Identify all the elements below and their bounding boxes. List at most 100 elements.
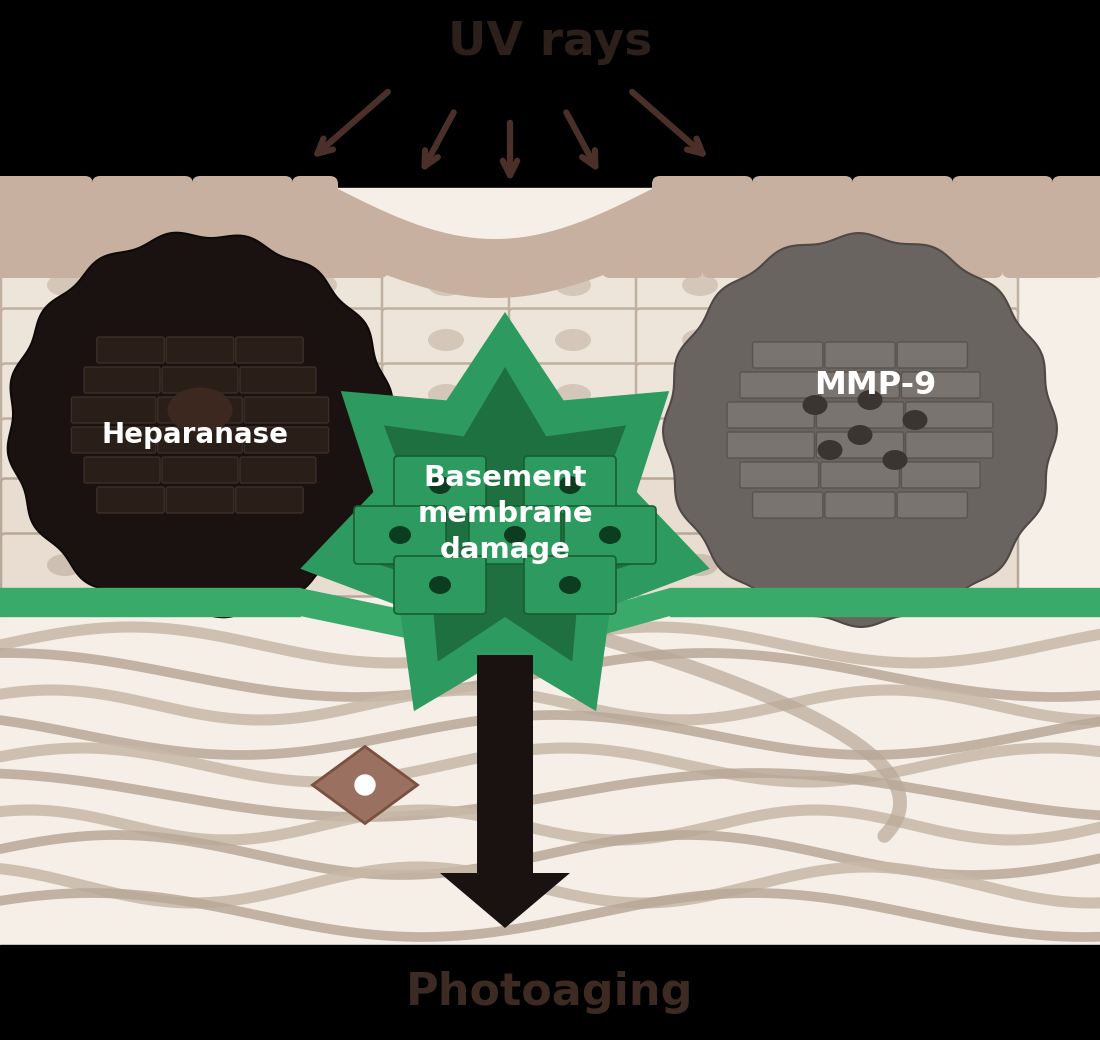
FancyBboxPatch shape	[162, 367, 238, 393]
FancyBboxPatch shape	[97, 337, 164, 363]
Polygon shape	[663, 233, 1057, 627]
Ellipse shape	[559, 576, 581, 594]
FancyBboxPatch shape	[382, 364, 510, 426]
FancyBboxPatch shape	[0, 176, 94, 220]
FancyBboxPatch shape	[802, 234, 903, 278]
Ellipse shape	[556, 329, 591, 352]
Bar	[0, 188, 1100, 948]
FancyBboxPatch shape	[509, 418, 637, 482]
Bar	[0, 588, 300, 616]
FancyBboxPatch shape	[255, 478, 383, 542]
FancyBboxPatch shape	[1, 254, 129, 316]
FancyBboxPatch shape	[84, 457, 160, 483]
FancyBboxPatch shape	[602, 234, 703, 278]
Ellipse shape	[301, 329, 337, 352]
Polygon shape	[300, 588, 420, 641]
FancyBboxPatch shape	[901, 462, 980, 488]
Ellipse shape	[47, 274, 82, 296]
FancyBboxPatch shape	[752, 176, 852, 220]
FancyBboxPatch shape	[636, 478, 764, 542]
FancyBboxPatch shape	[292, 234, 388, 278]
FancyBboxPatch shape	[382, 478, 510, 542]
Ellipse shape	[808, 384, 845, 406]
FancyBboxPatch shape	[636, 418, 764, 482]
Ellipse shape	[428, 384, 464, 406]
Ellipse shape	[174, 499, 210, 521]
FancyBboxPatch shape	[255, 364, 383, 426]
FancyBboxPatch shape	[763, 534, 891, 597]
FancyBboxPatch shape	[1002, 234, 1100, 278]
FancyBboxPatch shape	[905, 402, 993, 428]
FancyBboxPatch shape	[128, 254, 256, 316]
FancyBboxPatch shape	[382, 309, 510, 371]
FancyBboxPatch shape	[852, 176, 953, 220]
Ellipse shape	[47, 384, 82, 406]
Text: MMP-9: MMP-9	[814, 369, 936, 400]
Ellipse shape	[936, 439, 972, 461]
FancyBboxPatch shape	[922, 205, 1023, 249]
Ellipse shape	[847, 425, 872, 445]
FancyBboxPatch shape	[816, 432, 903, 458]
Ellipse shape	[882, 450, 908, 470]
Polygon shape	[440, 655, 570, 928]
FancyBboxPatch shape	[166, 337, 233, 363]
FancyBboxPatch shape	[128, 478, 256, 542]
FancyBboxPatch shape	[752, 342, 823, 368]
FancyBboxPatch shape	[722, 205, 823, 249]
FancyBboxPatch shape	[244, 427, 329, 453]
FancyBboxPatch shape	[244, 397, 329, 423]
FancyBboxPatch shape	[235, 337, 304, 363]
Ellipse shape	[47, 329, 82, 352]
FancyBboxPatch shape	[84, 367, 160, 393]
FancyBboxPatch shape	[509, 254, 637, 316]
FancyBboxPatch shape	[1052, 176, 1100, 220]
FancyBboxPatch shape	[128, 309, 256, 371]
FancyBboxPatch shape	[255, 254, 383, 316]
FancyBboxPatch shape	[1, 478, 129, 542]
Ellipse shape	[858, 390, 882, 410]
FancyBboxPatch shape	[898, 492, 967, 518]
Ellipse shape	[174, 329, 210, 352]
Polygon shape	[354, 367, 656, 661]
Ellipse shape	[556, 274, 591, 296]
FancyBboxPatch shape	[825, 492, 895, 518]
FancyBboxPatch shape	[727, 402, 814, 428]
Ellipse shape	[817, 440, 843, 460]
FancyBboxPatch shape	[255, 309, 383, 371]
FancyBboxPatch shape	[763, 254, 891, 316]
Ellipse shape	[682, 439, 718, 461]
FancyBboxPatch shape	[1022, 205, 1100, 249]
Ellipse shape	[47, 554, 82, 576]
FancyBboxPatch shape	[1, 364, 129, 426]
Ellipse shape	[682, 274, 718, 296]
Ellipse shape	[167, 388, 232, 433]
FancyBboxPatch shape	[235, 487, 304, 513]
FancyBboxPatch shape	[255, 534, 383, 597]
Ellipse shape	[47, 499, 82, 521]
FancyBboxPatch shape	[702, 234, 803, 278]
FancyBboxPatch shape	[255, 418, 383, 482]
Ellipse shape	[428, 439, 464, 461]
Circle shape	[355, 775, 375, 795]
FancyBboxPatch shape	[752, 492, 823, 518]
Ellipse shape	[429, 476, 451, 494]
FancyBboxPatch shape	[821, 372, 900, 398]
Ellipse shape	[936, 384, 972, 406]
Ellipse shape	[47, 439, 82, 461]
FancyBboxPatch shape	[0, 234, 94, 278]
Ellipse shape	[808, 499, 845, 521]
Ellipse shape	[428, 499, 464, 521]
FancyBboxPatch shape	[509, 534, 637, 597]
FancyBboxPatch shape	[763, 309, 891, 371]
Bar	[670, 588, 1100, 616]
Ellipse shape	[429, 576, 451, 594]
FancyBboxPatch shape	[382, 534, 510, 597]
FancyBboxPatch shape	[816, 402, 903, 428]
FancyBboxPatch shape	[890, 534, 1018, 597]
FancyBboxPatch shape	[890, 254, 1018, 316]
Polygon shape	[300, 312, 710, 711]
FancyBboxPatch shape	[509, 309, 637, 371]
Bar	[0, 0, 1100, 196]
FancyBboxPatch shape	[157, 427, 242, 453]
Ellipse shape	[556, 384, 591, 406]
